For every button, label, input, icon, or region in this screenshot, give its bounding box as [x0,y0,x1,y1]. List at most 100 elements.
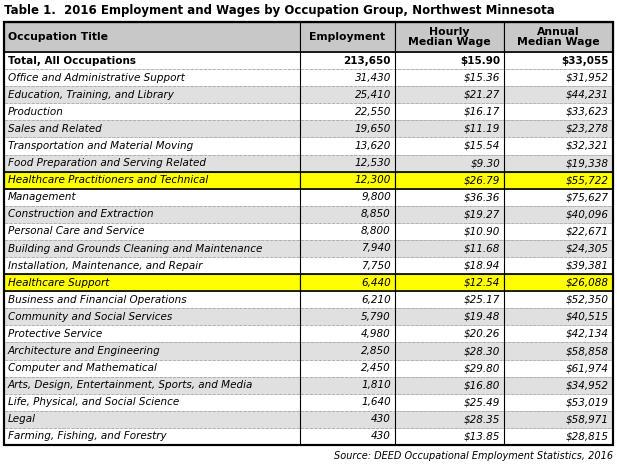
Bar [4,394,300,411]
Bar [395,377,505,394]
Text: Arts, Design, Entertainment, Sports, and Media: Arts, Design, Entertainment, Sports, and… [8,380,254,390]
Bar [395,411,505,428]
Bar [505,22,613,52]
Bar [505,223,613,240]
Text: 19,650: 19,650 [355,124,391,134]
Text: $24,305: $24,305 [566,244,609,253]
Bar [300,377,395,394]
Text: 1,640: 1,640 [361,397,391,407]
Text: $22,671: $22,671 [566,226,609,236]
Text: $18.94: $18.94 [464,260,500,271]
Bar [4,343,300,359]
Text: $39,381: $39,381 [566,260,609,271]
Text: Median Wage: Median Wage [408,37,491,47]
Text: Employment: Employment [309,32,386,42]
Text: 12,300: 12,300 [355,175,391,185]
Text: $58,858: $58,858 [566,346,609,356]
Bar [395,69,505,86]
Bar [4,257,300,274]
Text: Building and Grounds Cleaning and Maintenance: Building and Grounds Cleaning and Mainte… [8,244,262,253]
Bar [300,411,395,428]
Bar [300,22,395,52]
Bar [300,69,395,86]
Bar [4,291,300,308]
Text: 7,750: 7,750 [361,260,391,271]
Bar [4,359,300,377]
Text: $34,952: $34,952 [566,380,609,390]
Text: 5,790: 5,790 [361,312,391,322]
Bar [4,240,300,257]
Bar [4,154,300,172]
Bar [505,377,613,394]
Bar [395,343,505,359]
Text: Hourly: Hourly [429,27,470,37]
Text: $28.35: $28.35 [464,414,500,425]
Text: Education, Training, and Library: Education, Training, and Library [8,90,174,100]
Text: 31,430: 31,430 [355,73,391,83]
Text: $15.54: $15.54 [464,141,500,151]
Bar [395,257,505,274]
Bar [4,411,300,428]
Text: 13,620: 13,620 [355,141,391,151]
Text: Life, Physical, and Social Science: Life, Physical, and Social Science [8,397,180,407]
Text: $21.27: $21.27 [464,90,500,100]
Bar [395,154,505,172]
Text: Farming, Fishing, and Forestry: Farming, Fishing, and Forestry [8,432,167,441]
Text: Table 1.  2016 Employment and Wages by Occupation Group, Northwest Minnesota: Table 1. 2016 Employment and Wages by Oc… [4,4,555,17]
Bar [505,103,613,120]
Bar [4,69,300,86]
Text: Installation, Maintenance, and Repair: Installation, Maintenance, and Repair [8,260,202,271]
Bar [4,172,300,189]
Text: Computer and Mathematical: Computer and Mathematical [8,363,157,373]
Bar [300,343,395,359]
Text: $28,815: $28,815 [566,432,609,441]
Bar [395,223,505,240]
Text: 9,800: 9,800 [361,192,391,202]
Bar [505,326,613,343]
Bar [300,120,395,138]
Bar [395,172,505,189]
Text: $10.90: $10.90 [464,226,500,236]
Bar [395,394,505,411]
Bar [300,103,395,120]
Text: Community and Social Services: Community and Social Services [8,312,172,322]
Bar [395,86,505,103]
Bar [505,343,613,359]
Bar [4,377,300,394]
Text: $28.30: $28.30 [464,346,500,356]
Bar [4,206,300,223]
Bar [395,326,505,343]
Text: Healthcare Support: Healthcare Support [8,278,109,288]
Bar [4,189,300,206]
Bar [505,206,613,223]
Bar [300,428,395,445]
Text: $15.90: $15.90 [460,55,500,66]
Bar [505,257,613,274]
Bar [4,223,300,240]
Bar [505,359,613,377]
Text: Transportation and Material Moving: Transportation and Material Moving [8,141,193,151]
Bar [4,138,300,154]
Bar [505,291,613,308]
Bar [505,52,613,69]
Text: Occupation Title: Occupation Title [8,32,108,42]
Text: 7,940: 7,940 [361,244,391,253]
Bar [300,240,395,257]
Text: 213,650: 213,650 [344,55,391,66]
Bar [505,274,613,291]
Text: $61,974: $61,974 [566,363,609,373]
Text: $19.48: $19.48 [464,312,500,322]
Text: $40,096: $40,096 [566,209,609,219]
Text: Production: Production [8,107,64,117]
Bar [300,257,395,274]
Text: Healthcare Practitioners and Technical: Healthcare Practitioners and Technical [8,175,209,185]
Text: 1,810: 1,810 [361,380,391,390]
Text: $53,019: $53,019 [566,397,609,407]
Bar [505,394,613,411]
Text: $32,321: $32,321 [566,141,609,151]
Text: 4,980: 4,980 [361,329,391,339]
Text: $29.80: $29.80 [464,363,500,373]
Text: 430: 430 [371,432,391,441]
Text: $11.19: $11.19 [464,124,500,134]
Text: $11.68: $11.68 [464,244,500,253]
